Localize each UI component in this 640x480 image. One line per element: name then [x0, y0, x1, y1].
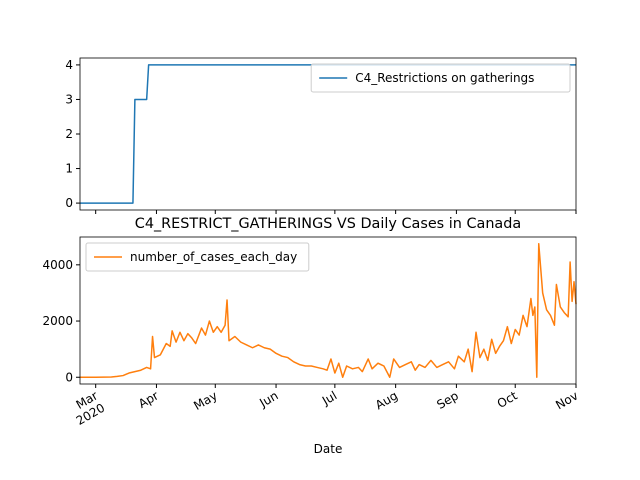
chart-title: C4_RESTRICT_GATHERINGS VS Daily Cases in… [135, 216, 521, 232]
x-tick-label: May [191, 388, 219, 413]
y-tick-label: 0 [65, 196, 73, 210]
y-tick-label: 0 [65, 370, 73, 384]
x-tick-label-group: Jul [319, 388, 339, 408]
y-tick-label: 4000 [42, 258, 73, 272]
y-tick-label: 1 [65, 162, 73, 176]
x-tick-label: Aug [373, 388, 400, 412]
legend-box [85, 242, 310, 272]
y-tick-label: 4 [65, 58, 73, 72]
legend-label: C4_Restrictions on gatherings [355, 71, 534, 85]
series-line [80, 243, 577, 378]
x-tick-label: Nov [553, 388, 580, 412]
x-tick-label: Jun [256, 388, 280, 410]
x-tick-label: Jul [319, 388, 339, 408]
x-tick-label-group: Sep [434, 388, 461, 411]
x-axis-label: Date [314, 442, 343, 456]
x-tick-label-group: Oct [495, 388, 520, 411]
x-tick-label-group: Apr [136, 388, 161, 411]
y-tick-label: 2 [65, 127, 73, 141]
x-tick-label-group: Jun [256, 388, 280, 410]
series-line [80, 64, 576, 204]
x-tick-label-group: May [191, 388, 219, 413]
y-tick-label: 2000 [42, 314, 73, 328]
y-tick-label: 3 [65, 92, 73, 106]
legend-box [310, 63, 571, 93]
x-tick-label: Apr [136, 388, 161, 411]
x-tick-label: Oct [495, 388, 520, 411]
x-tick-label-group: Aug [373, 388, 400, 412]
axes-frame [79, 236, 577, 385]
x-tick-label: Sep [434, 388, 461, 411]
axes-frame [79, 57, 577, 211]
legend-label: number_of_cases_each_day [130, 250, 297, 264]
x-tick-label-group: Nov [553, 388, 580, 412]
